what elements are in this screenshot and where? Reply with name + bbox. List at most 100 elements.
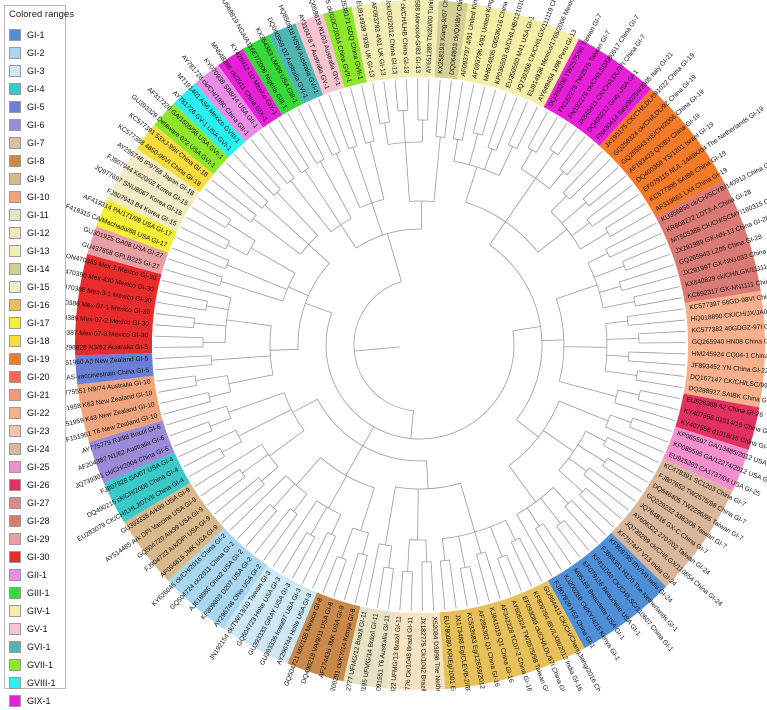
- legend-label: GI-27: [27, 498, 50, 508]
- legend-item: GI-22: [9, 404, 65, 422]
- legend-item: GI-25: [9, 458, 65, 476]
- legend-swatch: [9, 371, 21, 383]
- legend-swatch: [9, 623, 21, 635]
- legend-label: GI-26: [27, 480, 50, 490]
- legend-swatch: [9, 659, 21, 671]
- legend-swatch: [9, 191, 21, 203]
- legend-label: GI-28: [27, 516, 50, 526]
- legend-swatch: [9, 443, 21, 455]
- legend-label: GI-10: [27, 192, 50, 202]
- legend-item: GI-27: [9, 494, 65, 512]
- legend-item: GI-13: [9, 242, 65, 260]
- legend-item: GI-5: [9, 98, 65, 116]
- legend-item: GI-23: [9, 422, 65, 440]
- legend-item: GI-20: [9, 368, 65, 386]
- legend-item: GI-18: [9, 332, 65, 350]
- legend-label: GI-25: [27, 462, 50, 472]
- legend-label: GI-16: [27, 300, 50, 310]
- legend-swatch: [9, 353, 21, 365]
- legend-swatch: [9, 119, 21, 131]
- legend-swatch: [9, 65, 21, 77]
- legend-swatch: [9, 515, 21, 527]
- legend-label: GI-20: [27, 372, 50, 382]
- legend-swatch: [9, 137, 21, 149]
- legend-item: GI-30: [9, 548, 65, 566]
- leaf-label: GQ265940 HN08 China GI-22: [692, 338, 767, 346]
- legend-item: GI-12: [9, 224, 65, 242]
- legend-swatch: [9, 677, 21, 689]
- legend-swatch: [9, 407, 21, 419]
- legend-label: GI-6: [27, 120, 45, 130]
- legend-label: GI-29: [27, 534, 50, 544]
- legend-swatch: [9, 245, 21, 257]
- legend-label: GI-18: [27, 336, 50, 346]
- legend-label: GI-9: [27, 174, 45, 184]
- legend-swatch: [9, 83, 21, 95]
- legend-label: GI-21: [27, 390, 50, 400]
- legend-label: GI-23: [27, 426, 50, 436]
- legend-swatch: [9, 425, 21, 437]
- legend-item: GI-6: [9, 116, 65, 134]
- legend-item: GI-16: [9, 296, 65, 314]
- legend-item: GI-8: [9, 152, 65, 170]
- legend-label: GI-12: [27, 228, 50, 238]
- legend-swatch: [9, 263, 21, 275]
- legend-swatch: [9, 155, 21, 167]
- legend-swatch: [9, 461, 21, 473]
- legend-swatch: [9, 497, 21, 509]
- legend-item: GV-1: [9, 620, 65, 638]
- legend-item: GVII-1: [9, 656, 65, 674]
- legend-label: GVI-1: [27, 642, 51, 652]
- legend-label: GVII-1: [27, 660, 53, 670]
- legend-swatch: [9, 641, 21, 653]
- legend-label: GI-13: [27, 246, 50, 256]
- legend-swatch: [9, 533, 21, 545]
- legend-item: GI-29: [9, 530, 65, 548]
- legend-item: GI-19: [9, 350, 65, 368]
- legend-swatch: [9, 317, 21, 329]
- legend-item: GI-14: [9, 260, 65, 278]
- legend-swatch: [9, 47, 21, 59]
- legend-item: GVIII-1: [9, 674, 65, 692]
- leaf-label: DQ298828 N3/62 Australia GI-5: [55, 344, 148, 352]
- legend-item: GI-4: [9, 80, 65, 98]
- legend-swatch: [9, 695, 21, 707]
- legend-item: GII-1: [9, 566, 65, 584]
- legend-label: GI-24: [27, 444, 50, 454]
- legend-label: GI-17: [27, 318, 50, 328]
- legend-item: GI-24: [9, 440, 65, 458]
- legend-label: GI-15: [27, 282, 50, 292]
- legend-item: GI-9: [9, 170, 65, 188]
- legend-swatch: [9, 209, 21, 221]
- legend-swatch: [9, 227, 21, 239]
- legend-label: GI-1: [27, 30, 45, 40]
- legend-swatch: [9, 335, 21, 347]
- legend-swatch: [9, 479, 21, 491]
- legend-label: GI-30: [27, 552, 50, 562]
- legend-swatch: [9, 389, 21, 401]
- legend-item: GI-28: [9, 512, 65, 530]
- legend-label: GI-8: [27, 156, 45, 166]
- legend-label: GI-14: [27, 264, 50, 274]
- legend-item: GI-11: [9, 206, 65, 224]
- legend-label: GVIII-1: [27, 678, 56, 688]
- legend-label: GI-4: [27, 84, 45, 94]
- legend-swatch: [9, 587, 21, 599]
- legend-swatch: [9, 299, 21, 311]
- legend-swatch: [9, 29, 21, 41]
- legend-item: GIII-1: [9, 584, 65, 602]
- legend-label: GIX-1: [27, 696, 51, 706]
- legend-title: Colored ranges: [9, 9, 65, 20]
- legend-swatch: [9, 551, 21, 563]
- legend-label: GI-19: [27, 354, 50, 364]
- legend-label: GI-22: [27, 408, 50, 418]
- legend-item: GI-2: [9, 44, 65, 62]
- legend-item: GI-1: [9, 26, 65, 44]
- branch-line: [564, 347, 607, 348]
- legend-swatch: [9, 569, 21, 581]
- legend-label: GI-7: [27, 138, 45, 148]
- legend-item: GIV-1: [9, 602, 65, 620]
- legend-item: GI-3: [9, 62, 65, 80]
- tree-background: [152, 77, 688, 613]
- legend-swatch: [9, 173, 21, 185]
